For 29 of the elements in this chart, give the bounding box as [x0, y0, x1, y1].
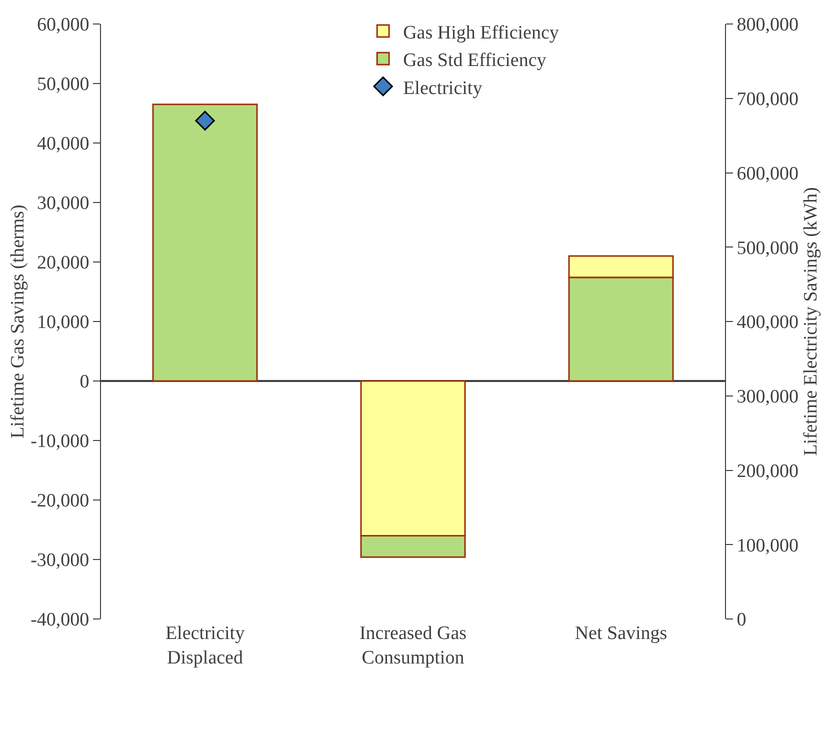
- bar: [152, 104, 258, 382]
- y-tick-label: 20,000: [36, 252, 90, 274]
- x-tick-label: Net Savings: [574, 623, 668, 644]
- legend-label: Electricity: [403, 78, 483, 99]
- y2-tick-label: 0: [736, 610, 746, 631]
- y-axis-title: Lifetime Gas Savings (therms): [8, 204, 29, 438]
- legend-label: Gas Std Efficiency: [403, 50, 547, 72]
- y2-tick-label: 600,000: [736, 163, 799, 184]
- y2-tick-label: 700,000: [736, 89, 799, 110]
- x-tick-label: Increased Gas Consumption: [359, 623, 467, 669]
- y2-tick-label: 400,000: [736, 312, 799, 334]
- y2-tick-label: 300,000: [736, 386, 799, 408]
- y-tick-label: 50,000: [36, 74, 90, 96]
- legend-label: Gas High Efficiency: [403, 22, 560, 44]
- y-tick-label: -20,000: [30, 490, 90, 512]
- y2-tick-label: 200,000: [736, 460, 799, 482]
- y-tick-label: 0: [80, 372, 90, 393]
- y-tick-label: 30,000: [36, 193, 90, 214]
- y-tick-label: -40,000: [30, 610, 90, 631]
- y-tick-label: 40,000: [36, 134, 90, 155]
- y-tick-label: -30,000: [30, 550, 90, 572]
- x-tick-label: Electricity Displaced: [165, 623, 246, 669]
- y-tick-label: -10,000: [30, 431, 90, 452]
- y-tick-label: 10,000: [36, 312, 90, 334]
- y2-tick-label: 800,000: [736, 14, 799, 36]
- y2-tick-label: 500,000: [736, 238, 799, 259]
- y2-tick-label: 100,000: [736, 535, 799, 556]
- y-tick-label: 60,000: [36, 14, 90, 36]
- y2-axis-title: Lifetime Electricity Savings (kWh): [800, 187, 822, 456]
